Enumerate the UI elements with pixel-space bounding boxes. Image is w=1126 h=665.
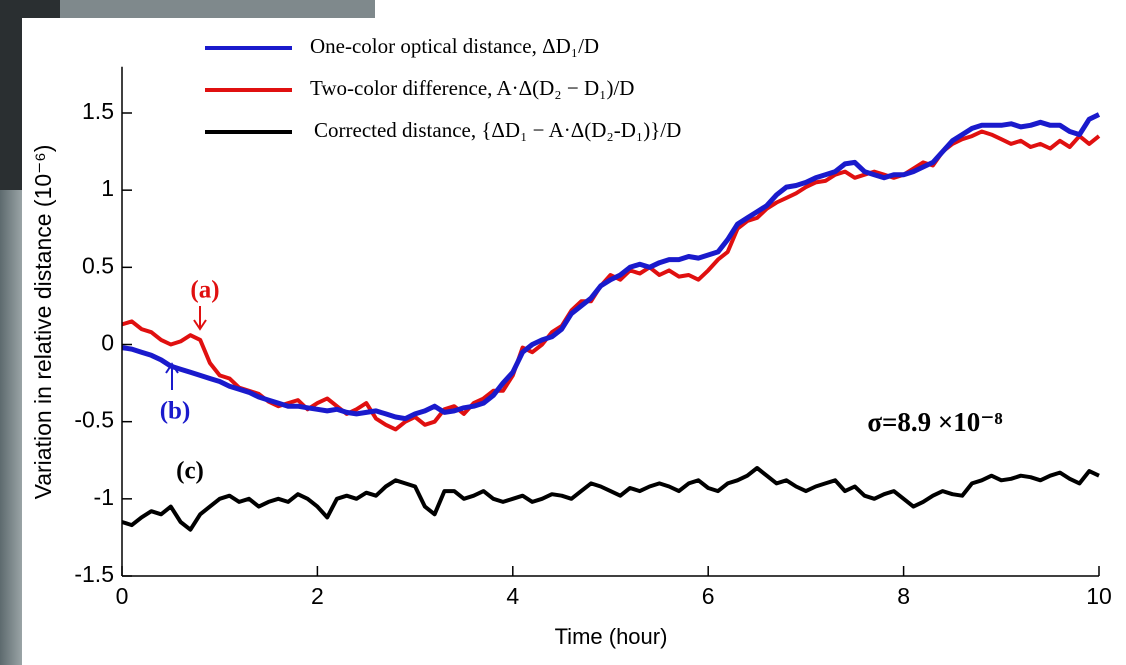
y-tick-label: 0 bbox=[101, 330, 114, 356]
annotation: (c) bbox=[176, 458, 204, 485]
y-tick-label: 0.5 bbox=[82, 252, 114, 278]
x-tick-label: 4 bbox=[506, 583, 519, 609]
y-tick-label: -1 bbox=[94, 484, 114, 510]
window-top-edge bbox=[0, 0, 375, 18]
y-tick-label: 1 bbox=[101, 175, 114, 201]
x-tick-label: 8 bbox=[897, 583, 910, 609]
series-line bbox=[121, 112, 1101, 422]
x-axis-label: Time (hour) bbox=[555, 624, 668, 649]
x-tick-label: 6 bbox=[702, 583, 715, 609]
y-axis-label: Variation in relative distance (10⁻⁶) bbox=[30, 145, 56, 500]
x-tick-label: 10 bbox=[1086, 583, 1112, 609]
arrow-a bbox=[193, 306, 207, 331]
legend-label: One-color optical distance, ΔD₁/D bbox=[310, 34, 599, 58]
series-line bbox=[121, 466, 1100, 532]
window-edge-dark bbox=[0, 0, 22, 190]
window-top-dark bbox=[0, 0, 60, 18]
x-tick-label: 2 bbox=[311, 583, 324, 609]
y-tick-label: -1.5 bbox=[74, 561, 114, 587]
annotation: (b) bbox=[160, 398, 191, 425]
legend-label: Corrected distance, {ΔD₁ − A·Δ(D₂-D₁)}/D bbox=[314, 118, 681, 142]
y-tick-label: 1.5 bbox=[82, 98, 114, 124]
x-tick-label: 0 bbox=[116, 583, 129, 609]
annotation: (a) bbox=[190, 277, 219, 304]
y-tick-label: -0.5 bbox=[74, 407, 114, 433]
legend-label: Two-color difference, A·Δ(D₂ − D₁)/D bbox=[310, 76, 634, 100]
annotation: σ=8.9 ×10⁻⁸ bbox=[867, 407, 1002, 437]
